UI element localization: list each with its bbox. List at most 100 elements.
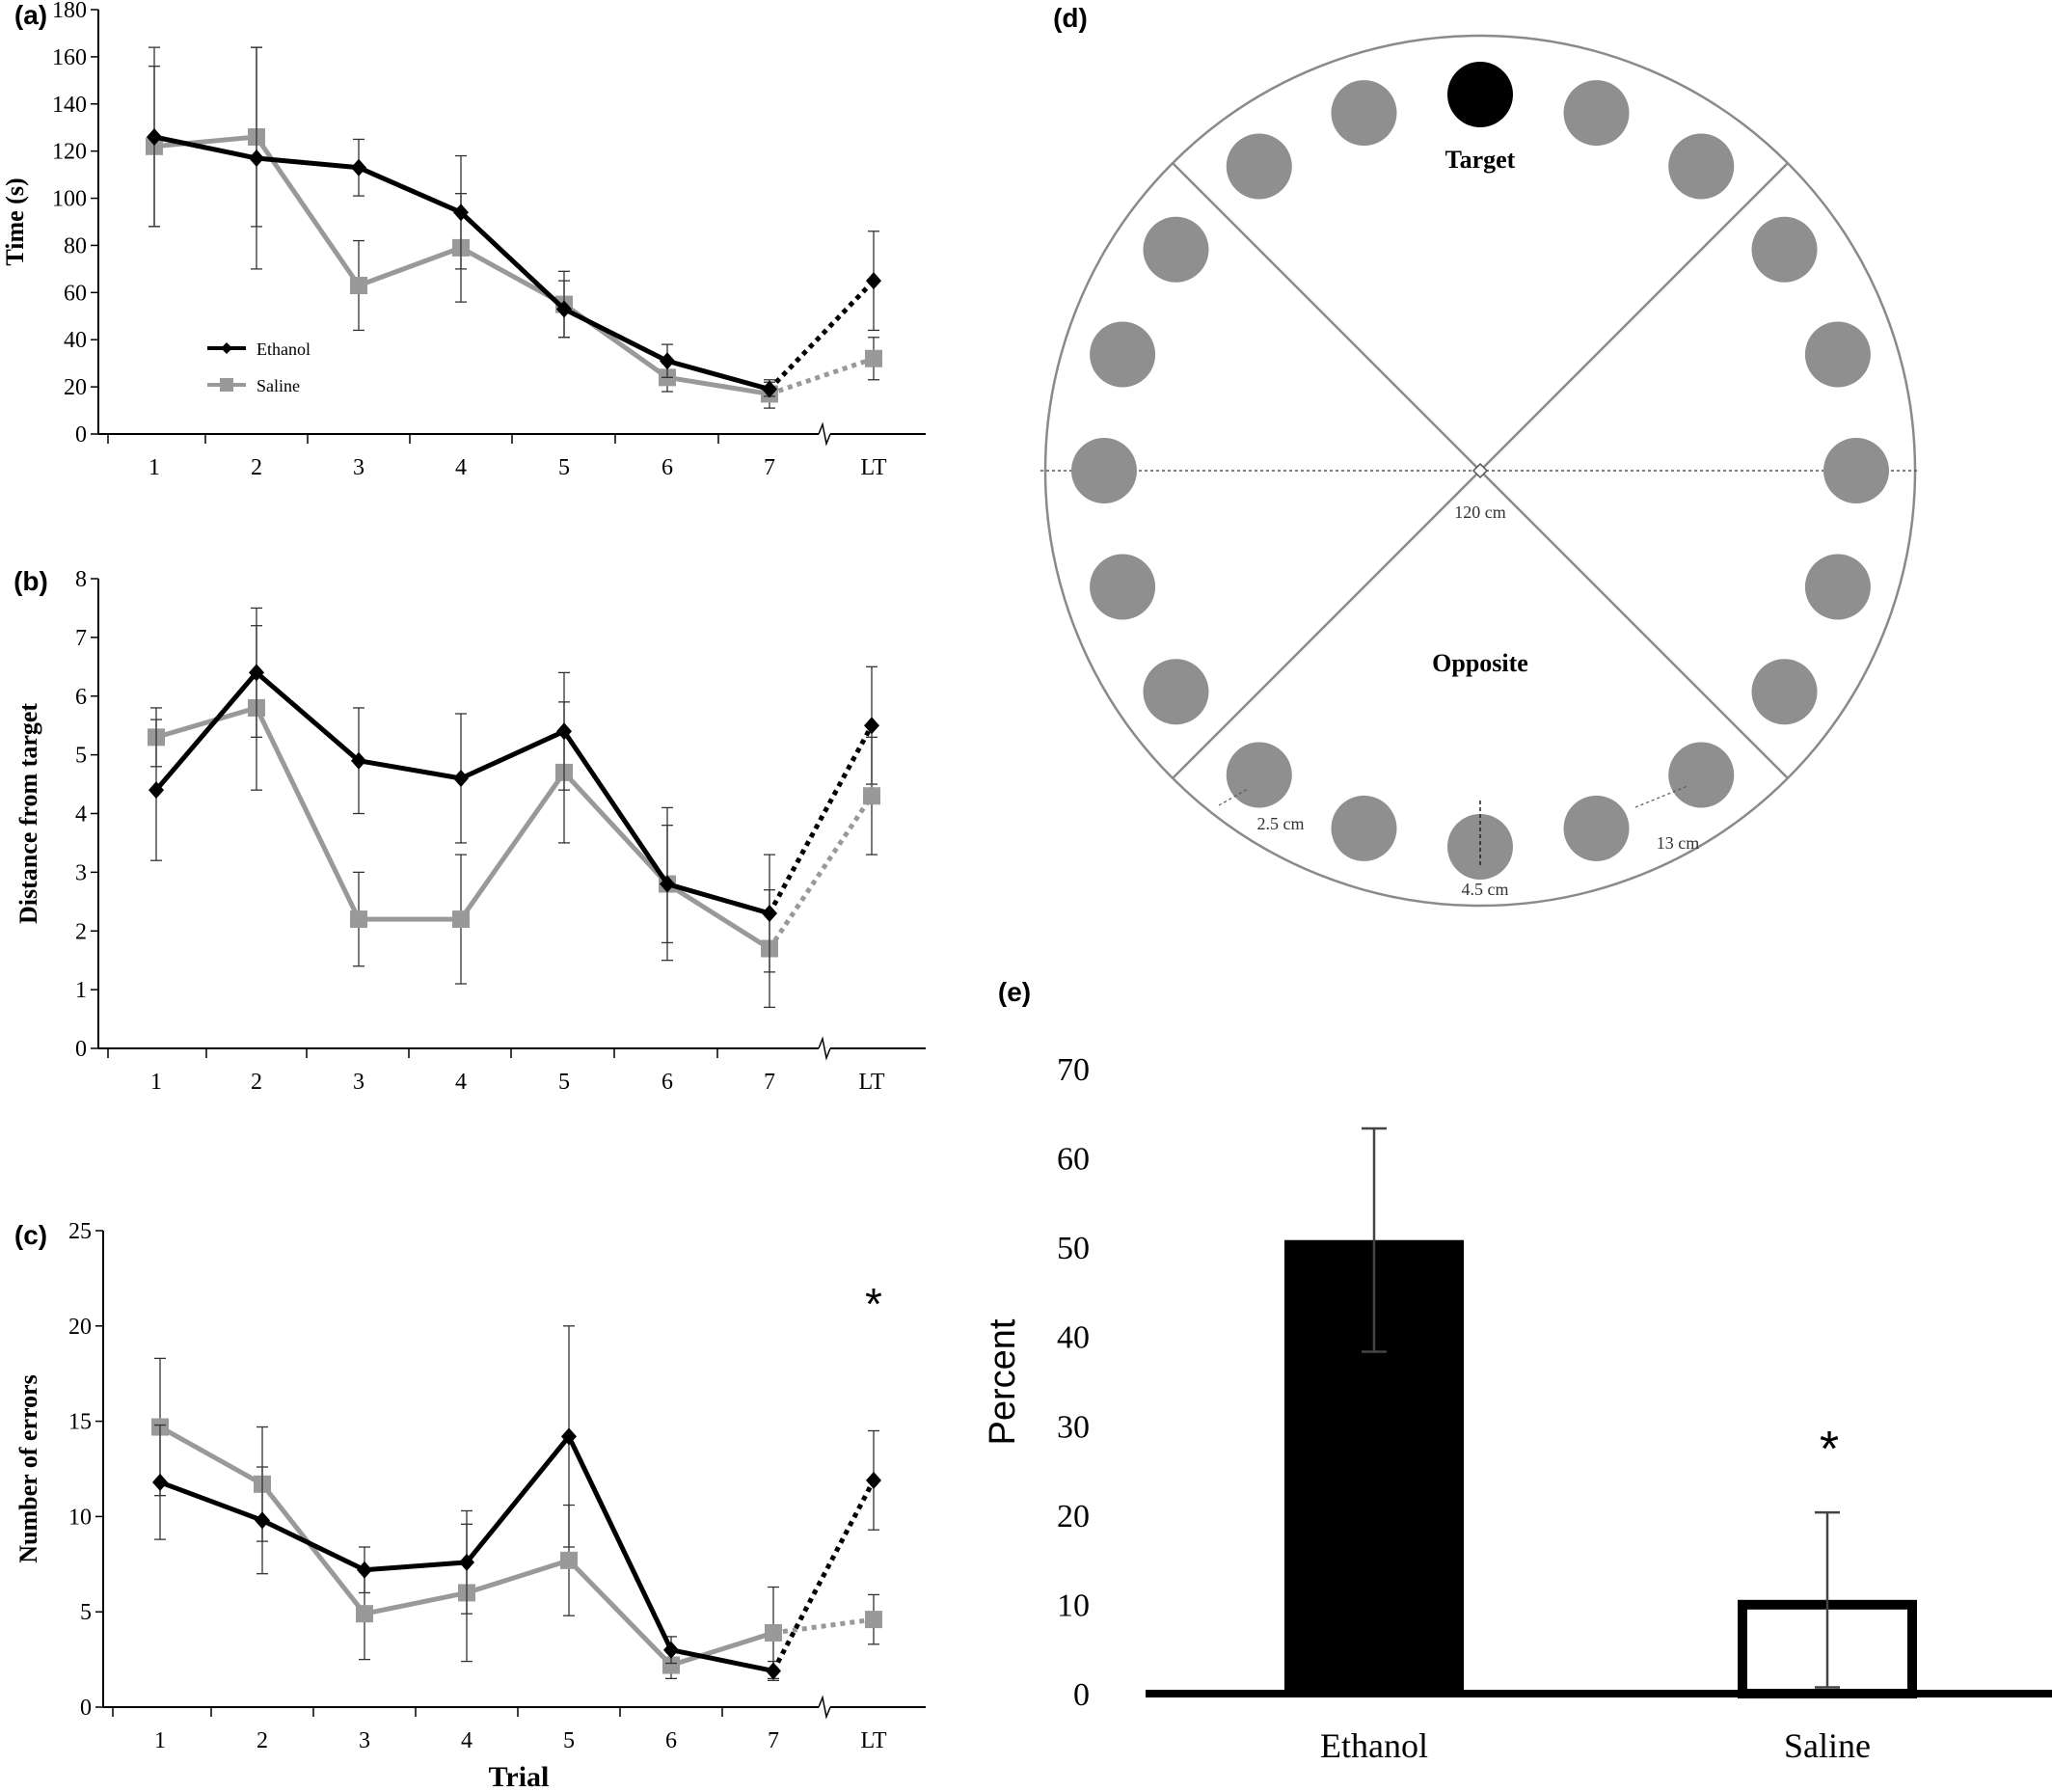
data-point	[561, 1427, 577, 1446]
panel-label: (e)	[998, 977, 1031, 1007]
data-point	[148, 781, 164, 800]
lt-connector	[770, 1479, 877, 1672]
y-tick-label: 120	[52, 140, 87, 165]
hole	[1563, 80, 1630, 147]
panel-e-chart: (e) 0 10 20 30 40 50 60 70 Percent Ethanol Saline *	[983, 977, 2052, 1765]
target-hole	[1447, 62, 1513, 127]
hole	[1447, 814, 1513, 880]
data-point	[350, 910, 367, 929]
lt-connector	[767, 794, 875, 950]
panel-label: (b)	[14, 566, 48, 596]
data-point	[866, 272, 881, 290]
hole	[1071, 438, 1137, 503]
y-tick-label: 100	[52, 187, 87, 212]
panel-b-chart: (b) 0 1 2 3 4 5 6 7 8 1 2 3 4 5 6 7 LT Distance from targe…	[14, 566, 926, 1095]
y-tick-label: 80	[64, 233, 87, 258]
panel-a-chart: (a) 0 20 40 60 80 100 120 140 160 180 1 2 3 4 5 6 7 LT Time…	[1, 0, 926, 480]
y-tick-label: 8	[75, 567, 87, 592]
data-point	[152, 1473, 168, 1491]
y-tick-label: 7	[75, 626, 87, 651]
hole	[1226, 742, 1292, 808]
x-tick-label: LT	[860, 455, 886, 480]
y-tick-label: 0	[75, 1037, 87, 1062]
x-tick-label: 3	[353, 455, 364, 480]
x-tick-label: 1	[148, 455, 160, 480]
data-point	[556, 300, 572, 318]
hole	[1668, 133, 1735, 200]
x-tick-label: Saline	[1784, 1726, 1871, 1765]
data-point	[762, 904, 777, 922]
series-ethanol	[147, 46, 881, 398]
y-tick-label: 60	[64, 281, 87, 306]
panel-d-diagram: (d) Target Opposite 120 cm 2.5 cm 4.5 cm 13 cm	[1040, 3, 1920, 908]
y-tick-label: 15	[68, 1410, 92, 1435]
series-line	[153, 134, 770, 396]
x-tick-label: 5	[558, 1070, 570, 1095]
y-axis-label: Distance from target	[14, 703, 42, 924]
data-point	[249, 149, 264, 167]
legend-label-saline: Saline	[256, 376, 300, 395]
x-tick-label: 2	[251, 455, 262, 480]
x-tick-label: 6	[662, 455, 673, 480]
series-ethanol	[152, 1325, 881, 1681]
x-tick-label: 1	[154, 1728, 166, 1753]
data-point	[663, 1641, 679, 1659]
significance-star: *	[865, 1279, 882, 1329]
legend-label-ethanol: Ethanol	[256, 339, 310, 359]
center-marker	[1472, 462, 1489, 479]
spacing-measure-line	[1634, 785, 1688, 808]
data-point	[660, 352, 675, 370]
hole	[1090, 554, 1156, 620]
y-tick-label: 140	[52, 93, 87, 118]
series-ethanol	[148, 607, 879, 973]
data-point	[453, 204, 469, 222]
y-tick-label: 6	[75, 685, 87, 710]
x-tick-label: LT	[858, 1070, 884, 1095]
y-tick-label: 20	[1057, 1499, 1090, 1534]
x-tick-label: LT	[860, 1728, 886, 1753]
panel-label: (d)	[1053, 3, 1088, 33]
legend-marker-ethanol	[221, 342, 232, 354]
y-tick-label: 0	[75, 422, 87, 448]
hole	[1804, 554, 1871, 620]
y-tick-label: 160	[52, 45, 87, 70]
x-tick-label: 2	[251, 1070, 262, 1095]
panel-label: (c)	[14, 1220, 47, 1250]
target-label: Target	[1445, 146, 1516, 174]
y-tick-label: 40	[64, 328, 87, 353]
hole	[1331, 795, 1397, 861]
data-point	[560, 1551, 578, 1569]
x-axis-label: Trial	[489, 1761, 550, 1792]
series-line	[153, 134, 770, 392]
panel-label: (a)	[14, 0, 47, 30]
y-tick-label: 0	[80, 1696, 92, 1721]
x-tick-label: 4	[461, 1728, 472, 1753]
axis-break-mark	[818, 1695, 831, 1720]
data-point	[662, 1656, 680, 1674]
y-tick-label: 40	[1057, 1320, 1090, 1356]
x-tick-label: 4	[455, 1070, 467, 1095]
data-point	[350, 277, 367, 294]
hole	[1563, 795, 1630, 861]
gap-label: 2.5 cm	[1257, 814, 1305, 833]
x-tick-label: 6	[662, 1070, 673, 1095]
data-point	[351, 158, 366, 176]
data-point	[249, 664, 264, 682]
data-point	[452, 910, 470, 929]
y-tick-label: 25	[68, 1219, 92, 1244]
hole-diameter-label: 4.5 cm	[1462, 880, 1509, 899]
x-tick-label: 2	[256, 1728, 268, 1753]
hole	[1804, 321, 1871, 388]
data-point	[660, 875, 675, 893]
data-point	[459, 1553, 474, 1571]
data-point	[147, 128, 162, 146]
data-point	[556, 722, 572, 741]
hole	[1331, 80, 1397, 147]
axis-break-mark	[818, 421, 831, 447]
data-point	[357, 1561, 372, 1579]
y-tick-label: 4	[75, 802, 87, 828]
legend: Ethanol Saline	[207, 339, 310, 395]
y-axis-label: Number of errors	[14, 1374, 42, 1562]
opposite-label: Opposite	[1432, 649, 1528, 677]
x-tick-label: 7	[764, 1070, 775, 1095]
